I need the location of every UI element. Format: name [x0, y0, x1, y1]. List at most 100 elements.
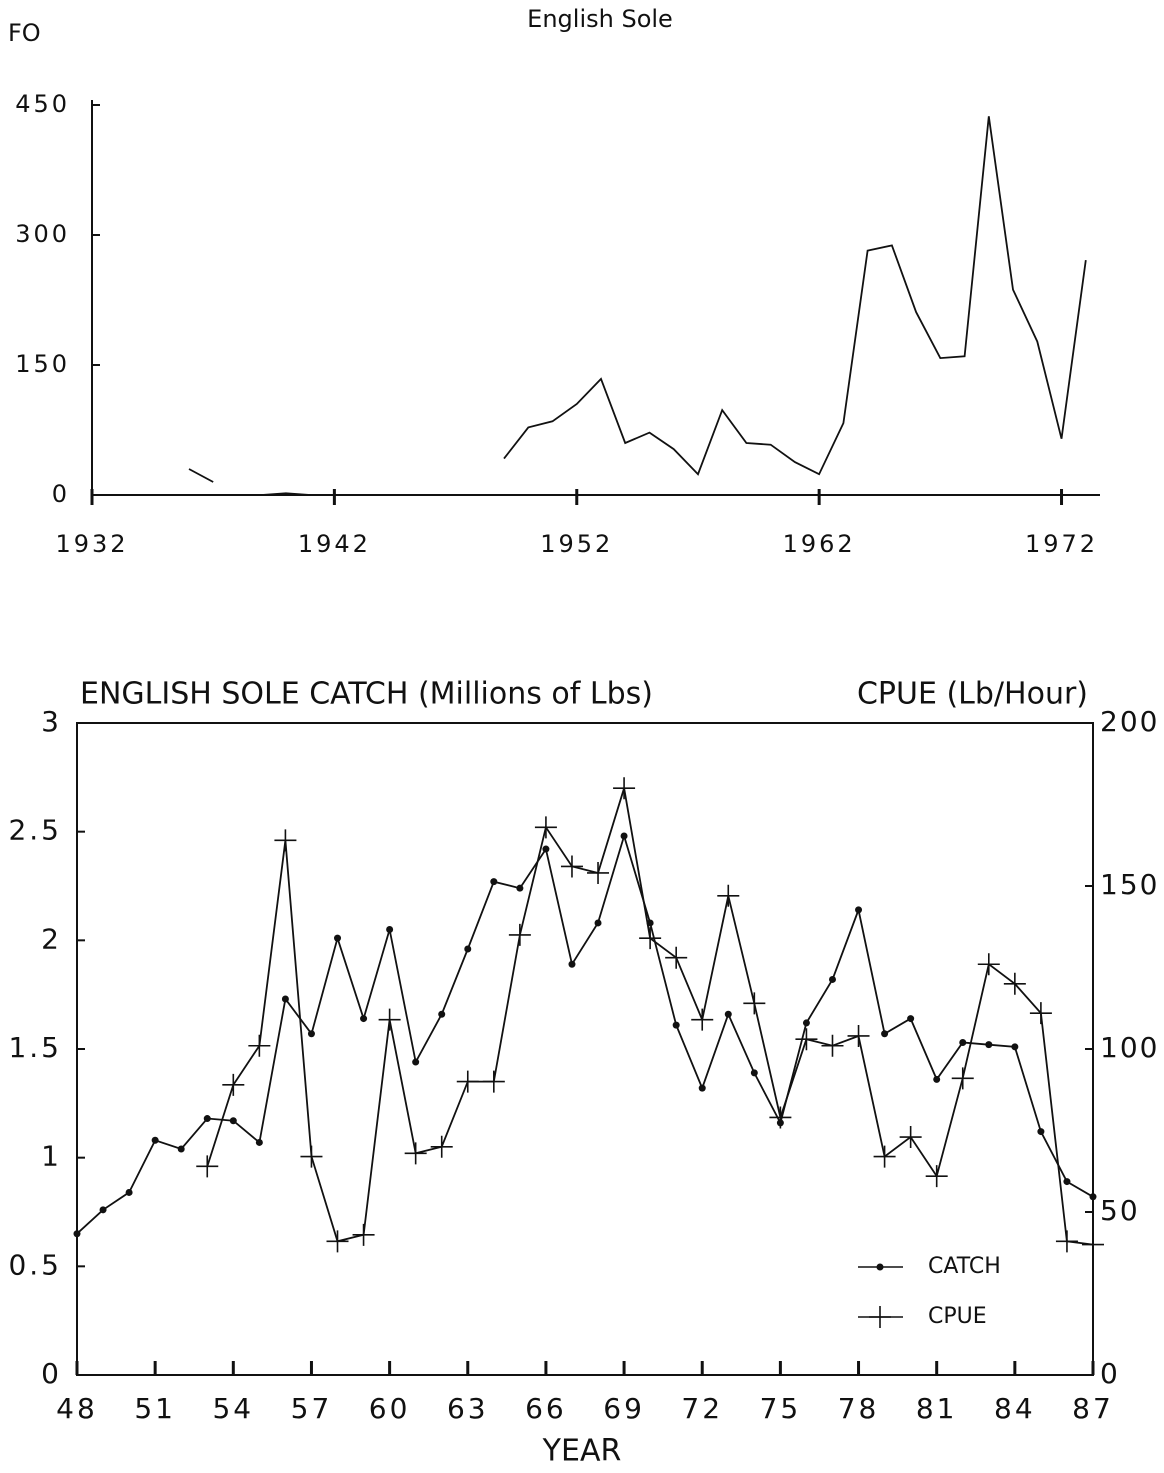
- point: [1029, 1002, 1052, 1025]
- point: [229, 1117, 237, 1125]
- x-tick-label: 1942: [298, 530, 371, 558]
- point: [691, 1008, 714, 1031]
- point: [177, 1145, 185, 1153]
- point: [404, 1142, 427, 1165]
- x-tick-label: 81: [916, 1392, 958, 1425]
- point: [534, 816, 557, 839]
- x-tick-label: 48: [56, 1392, 98, 1425]
- point: [352, 1223, 375, 1246]
- x-tick-label: 63: [447, 1392, 489, 1425]
- y2-tick-label: 50: [1100, 1194, 1140, 1227]
- point: [933, 1075, 941, 1083]
- x-tick-label: 69: [603, 1392, 645, 1425]
- point: [899, 1126, 922, 1149]
- point: [743, 992, 766, 1015]
- point: [196, 1155, 219, 1178]
- point: [951, 1067, 974, 1090]
- point: [560, 855, 583, 878]
- point: [873, 1145, 896, 1168]
- point: [1003, 972, 1026, 995]
- point: [620, 832, 628, 840]
- point: [1089, 1193, 1097, 1201]
- y-tick-label: 300: [15, 220, 70, 248]
- y-tick-label: 3: [41, 705, 62, 738]
- point: [821, 1034, 844, 1057]
- x-tick-label: 87: [1072, 1392, 1114, 1425]
- y-tick-label: 2.5: [8, 814, 62, 847]
- x-tick-label: 1972: [1025, 530, 1098, 558]
- point: [613, 777, 636, 800]
- point: [855, 906, 863, 914]
- point: [508, 923, 531, 946]
- point: [568, 960, 576, 968]
- point: [334, 934, 342, 942]
- y-tick-label: 0.5: [8, 1248, 62, 1281]
- point: [665, 946, 688, 969]
- point: [482, 1070, 505, 1093]
- point: [125, 1188, 133, 1196]
- legend-marker: [876, 1263, 884, 1271]
- point: [542, 845, 550, 853]
- point: [326, 1230, 349, 1253]
- point: [516, 884, 524, 892]
- y2-tick-label: 150: [1100, 868, 1159, 901]
- point: [1011, 1043, 1019, 1051]
- point: [639, 927, 662, 950]
- point: [281, 995, 289, 1003]
- point: [769, 1106, 792, 1129]
- y-tick-label: 150: [15, 350, 70, 378]
- point: [412, 1058, 420, 1066]
- figure-label: FO: [8, 19, 41, 47]
- point: [1063, 1178, 1071, 1186]
- point: [907, 1015, 915, 1023]
- data-line: [76, 832, 1094, 1235]
- x-tick-label: 1962: [783, 530, 856, 558]
- point: [274, 829, 297, 852]
- point: [802, 1019, 810, 1027]
- point: [724, 1010, 732, 1018]
- chart-title: English Sole: [527, 5, 673, 33]
- point: [99, 1206, 107, 1214]
- y-tick-label: 2: [41, 922, 62, 955]
- x-tick-label: 1952: [540, 530, 613, 558]
- point: [750, 1069, 758, 1077]
- legend-label: CPUE: [928, 1304, 987, 1329]
- point: [378, 1008, 401, 1031]
- point: [1037, 1128, 1045, 1136]
- x-tick-label: 84: [994, 1392, 1036, 1425]
- point: [248, 1034, 271, 1057]
- x-tick-label: 57: [291, 1392, 333, 1425]
- point: [456, 1070, 479, 1093]
- point: [1082, 1233, 1104, 1256]
- chart-title: ENGLISH SOLE CATCH (Millions of Lbs): [80, 677, 653, 712]
- point: [307, 1030, 315, 1038]
- point: [73, 1230, 81, 1238]
- point: [464, 945, 472, 953]
- y-tick-label: 450: [15, 90, 70, 118]
- point: [985, 1041, 993, 1049]
- point: [386, 925, 394, 933]
- point: [438, 1010, 446, 1018]
- point: [717, 884, 740, 907]
- point: [490, 878, 498, 886]
- x-tick-label: 72: [681, 1392, 723, 1425]
- y-tick-label: 0: [41, 1357, 62, 1390]
- point: [881, 1030, 889, 1038]
- y2-axis-label: CPUE (Lb/Hour): [857, 677, 1088, 712]
- y-tick-label: 1.5: [8, 1031, 62, 1064]
- point: [795, 1028, 818, 1051]
- point: [847, 1024, 870, 1047]
- point: [828, 975, 836, 983]
- point: [594, 919, 602, 927]
- x-tick-label: 54: [212, 1392, 254, 1425]
- point: [203, 1115, 211, 1123]
- data-line: [92, 116, 1087, 496]
- legend-marker: [869, 1306, 891, 1328]
- point: [698, 1084, 706, 1092]
- data-line: [206, 787, 1094, 1246]
- y-tick-label: 0: [52, 480, 70, 508]
- legend-label: CATCH: [928, 1254, 1001, 1279]
- y-tick-label: 1: [41, 1140, 62, 1173]
